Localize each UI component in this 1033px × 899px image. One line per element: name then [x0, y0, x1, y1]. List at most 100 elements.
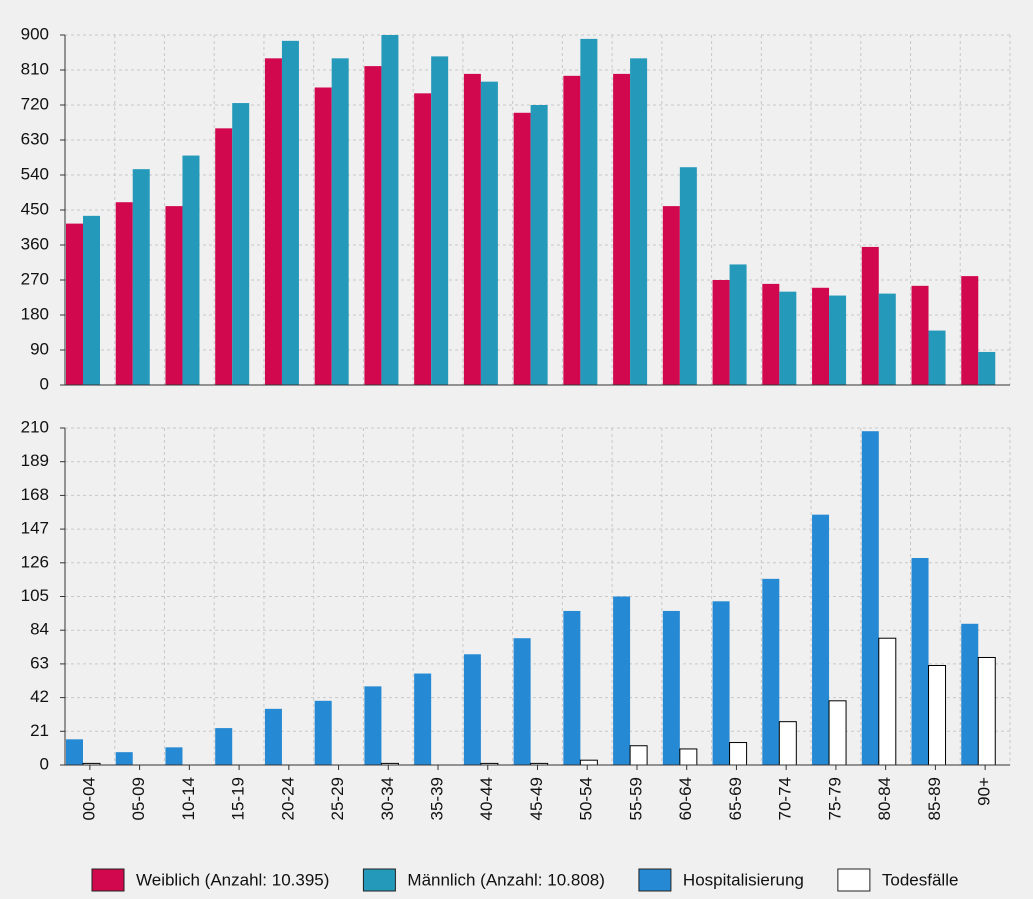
- bar: [463, 654, 481, 765]
- bar: [115, 202, 133, 385]
- legend-swatch: [638, 868, 672, 892]
- bar: [778, 721, 797, 766]
- bar: [364, 66, 382, 385]
- bar: [414, 673, 432, 765]
- bar: [762, 578, 780, 765]
- bar: [762, 283, 780, 385]
- bar: [281, 40, 299, 385]
- bar: [563, 75, 581, 385]
- y-tick-label: 63: [30, 653, 49, 672]
- y-tick-label: 0: [40, 374, 49, 393]
- bar: [961, 276, 979, 385]
- bar: [182, 155, 200, 385]
- bar: [83, 215, 100, 385]
- x-tick-label: 55-59: [626, 777, 645, 820]
- bar: [662, 610, 680, 765]
- bar: [463, 73, 481, 385]
- y-tick-label: 450: [21, 199, 49, 218]
- x-tick-label: 85-89: [925, 777, 944, 820]
- legend-label: Weiblich (Anzahl: 10.395): [136, 870, 329, 889]
- x-tick-label: 60-64: [676, 777, 695, 820]
- bar: [961, 623, 979, 765]
- bar: [431, 56, 449, 386]
- bar: [314, 87, 332, 385]
- legend-swatch: [837, 868, 871, 892]
- bar: [662, 206, 680, 385]
- y-tick-label: 900: [21, 24, 49, 43]
- bar: [861, 431, 879, 765]
- bar: [165, 747, 183, 765]
- bar: [165, 206, 183, 385]
- bar: [513, 112, 531, 386]
- bar: [530, 105, 548, 385]
- x-tick-label: 00-04: [79, 777, 98, 820]
- legend-swatch: [91, 868, 125, 892]
- y-tick-label: 540: [21, 164, 49, 183]
- bar: [630, 58, 648, 385]
- bar: [215, 728, 233, 765]
- bar: [115, 752, 133, 765]
- y-tick-label: 84: [30, 620, 49, 639]
- y-tick-label: 810: [21, 59, 49, 78]
- bar: [729, 264, 747, 385]
- bar: [911, 285, 929, 385]
- legend-label: Hospitalisierung: [683, 870, 804, 889]
- y-tick-label: 168: [21, 485, 49, 504]
- x-tick-label: 90+: [975, 777, 994, 806]
- bar: [364, 686, 382, 765]
- x-tick-label: 25-29: [328, 777, 347, 820]
- y-tick-label: 630: [21, 129, 49, 148]
- bar: [381, 35, 399, 385]
- bar: [828, 700, 847, 766]
- bar: [812, 287, 830, 385]
- bar: [232, 103, 250, 386]
- y-tick-label: 126: [21, 552, 49, 571]
- x-tick-label: 20-24: [278, 777, 297, 820]
- bar: [314, 700, 332, 765]
- x-tick-label: 10-14: [179, 777, 198, 820]
- y-tick-label: 720: [21, 94, 49, 113]
- y-tick-label: 0: [40, 754, 49, 773]
- x-tick-label: 80-84: [875, 777, 894, 820]
- bar: [613, 596, 631, 765]
- bar: [812, 514, 830, 765]
- bar: [563, 610, 581, 765]
- bar: [878, 293, 896, 385]
- bar: [331, 58, 349, 385]
- legend-swatch: [362, 868, 396, 892]
- bar: [679, 748, 698, 766]
- bar: [861, 246, 879, 385]
- bar: [580, 38, 598, 386]
- x-tick-label: 70-74: [776, 777, 795, 820]
- y-tick-label: 180: [21, 304, 49, 323]
- bar: [779, 291, 797, 385]
- bar: [829, 295, 847, 385]
- y-tick-label: 210: [21, 417, 49, 436]
- y-tick-label: 189: [21, 451, 49, 470]
- x-tick-label: 15-19: [229, 777, 248, 820]
- x-tick-label: 75-79: [825, 777, 844, 820]
- bar: [928, 330, 946, 385]
- y-tick-label: 270: [21, 269, 49, 288]
- bar: [977, 656, 996, 766]
- bar: [613, 73, 631, 385]
- y-tick-label: 147: [21, 519, 49, 538]
- x-tick-label: 45-49: [527, 777, 546, 820]
- x-tick-label: 30-34: [378, 777, 397, 820]
- bar: [928, 665, 947, 766]
- bar: [679, 167, 697, 385]
- y-tick-label: 105: [21, 586, 49, 605]
- x-tick-label: 40-44: [477, 777, 496, 820]
- x-tick-label: 05-09: [129, 777, 148, 820]
- bar: [712, 601, 730, 765]
- bar: [729, 742, 748, 766]
- bar: [978, 351, 996, 385]
- x-tick-label: 35-39: [428, 777, 447, 820]
- bar: [513, 638, 531, 765]
- legend-label: Männlich (Anzahl: 10.808): [407, 870, 605, 889]
- y-tick-label: 360: [21, 234, 49, 253]
- bar: [878, 637, 897, 766]
- x-tick-label: 65-69: [726, 777, 745, 820]
- bar: [480, 81, 498, 386]
